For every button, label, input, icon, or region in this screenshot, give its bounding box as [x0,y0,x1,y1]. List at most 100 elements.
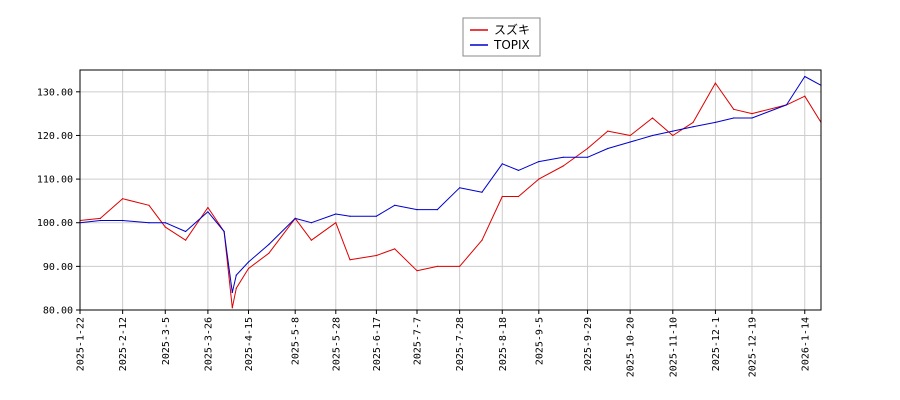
data-point [310,222,312,224]
data-point [481,191,483,193]
data-point [335,213,337,215]
data-point [294,217,296,219]
data-point [247,261,250,263]
data-point [692,126,694,128]
data-point [562,156,564,158]
y-tick-label: 90.00 [43,262,73,273]
data-point [517,195,520,198]
x-tick-label: 2025-3-26 [203,317,214,371]
data-point [310,239,312,241]
data-point [629,141,631,143]
data-point [733,108,735,110]
x-tick-label: 2025-2-12 [118,317,129,371]
data-point [207,206,209,209]
data-point [586,156,589,158]
data-point [185,230,187,233]
data-point [651,117,654,119]
data-point [185,239,187,241]
grid [79,70,821,311]
data-point [148,222,150,224]
data-point [122,219,124,222]
data-point [375,254,377,257]
data-point [804,95,806,97]
x-tick-label: 2026-1-14 [800,317,811,371]
x-axis-ticks: 2025-1-22 2025-2-12 2025-3-5 2025-3-26 2025-… [76,310,811,377]
x-tick-label: 2025-7-7 [413,317,424,365]
data-point [481,239,483,241]
data-point [349,259,351,261]
data-point [394,248,396,250]
y-tick-label: 80.00 [43,306,73,317]
data-point [416,270,418,272]
y-tick-label: 100.00 [37,218,73,229]
data-point [122,198,124,200]
data-point [235,274,237,276]
x-tick-label: 2025-12-1 [711,317,722,371]
data-point [651,134,654,137]
data-point [148,204,150,206]
data-point [335,222,337,224]
y-axis-ticks: 80.00 90.00 100.00 110.00 120.00 130.00 [37,87,80,317]
y-tick-label: 120.00 [37,131,73,142]
data-point [235,287,237,289]
x-tick-label: 2025-3-5 [161,317,172,365]
data-point [394,204,396,206]
series-lines [79,75,822,309]
data-point [231,291,233,294]
data-point [501,195,503,198]
data-point [751,117,753,119]
x-tick-label: 2025-11-10 [668,317,679,377]
data-point [99,217,101,219]
data-point [692,121,694,123]
data-point [375,215,377,217]
data-point [607,147,609,150]
y-tick-label: 130.00 [37,87,73,98]
data-point [672,130,674,132]
x-tick-label: 2025-5-28 [331,317,342,371]
legend-label-topix: TOPIX [493,38,530,52]
series-line-suzuki [79,82,822,309]
data-point [517,169,520,171]
data-point [804,75,806,78]
x-tick-label: 2025-8-18 [498,317,509,371]
plot-frame [79,69,822,311]
data-point [223,230,225,233]
data-point [99,219,101,222]
data-point [714,82,717,84]
data-point [247,267,250,270]
data-point [785,104,788,106]
x-tick-label: 2025-6-17 [372,317,383,371]
data-point [714,121,717,123]
legend-box [462,17,541,57]
data-point [751,113,753,115]
x-tick-label: 2025-9-5 [534,317,545,365]
data-point [164,222,166,224]
data-point [562,165,564,167]
data-point [207,211,209,213]
data-point [231,307,233,309]
data-point [459,187,461,189]
data-point [672,134,674,137]
data-point [538,161,540,163]
legend: スズキ TOPIX [462,17,541,57]
data-point [268,243,270,246]
x-tick-label: 2025-7-28 [455,317,466,371]
y-tick-label: 110.00 [37,175,73,186]
data-point [538,178,540,180]
data-point [459,265,461,267]
data-point [607,130,609,132]
x-tick-label: 2025-5-8 [291,317,302,365]
data-point [436,265,438,267]
x-tick-label: 2025-4-15 [244,317,255,371]
data-point [629,134,631,137]
data-point [501,163,503,165]
data-point [436,209,438,211]
x-tick-label: 2025-1-22 [76,317,87,371]
data-point [586,147,589,150]
x-tick-label: 2025-10-20 [626,317,637,377]
data-point [268,252,270,254]
data-point [416,209,418,211]
data-point [164,226,166,228]
series-line-topix [79,76,822,293]
